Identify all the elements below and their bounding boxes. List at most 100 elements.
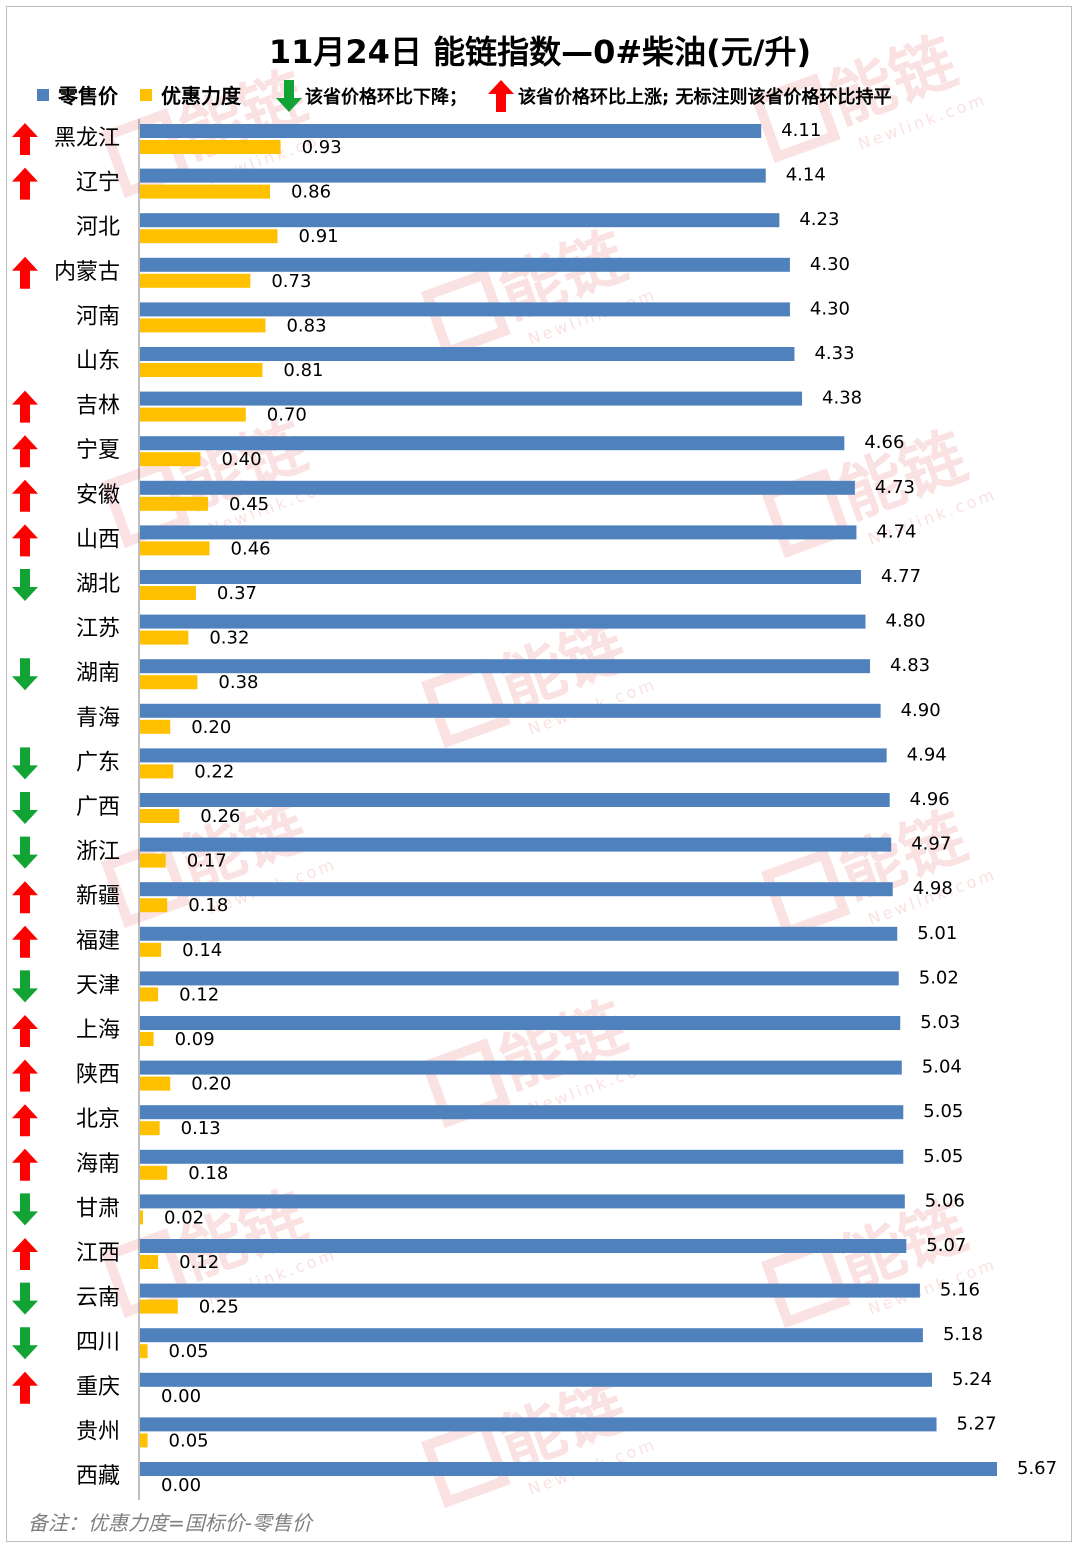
data-label-discount: 0.83 [286, 315, 326, 336]
arrow-down-icon [276, 80, 302, 112]
bar-retail [140, 1283, 920, 1298]
data-label-discount: 0.37 [217, 583, 257, 604]
data-label-retail: 4.74 [876, 521, 916, 542]
bar-discount [140, 541, 210, 556]
arrow-up-icon [12, 435, 38, 468]
category-label: 广东 [76, 750, 120, 775]
bar-retail [140, 748, 887, 763]
category-label: 北京 [76, 1107, 120, 1132]
legend-label-up: 该省价格环比上涨; 无标注则该省价格环比持平 [518, 86, 891, 108]
category-label: 西藏 [76, 1464, 120, 1489]
data-label-discount: 0.12 [179, 984, 219, 1005]
legend: 零售价 优惠力度 该省价格环比下降； 该省价格环比上涨; 无标注则该省价格环比持… [37, 80, 891, 112]
arrow-down-icon [12, 747, 38, 780]
bar-discount [140, 586, 196, 600]
category-label: 湖北 [76, 572, 120, 597]
data-label-discount: 0.93 [302, 137, 342, 158]
data-label-discount: 0.73 [271, 271, 311, 292]
arrow-up-icon [12, 524, 38, 557]
legend-swatch-retail [37, 89, 49, 101]
category-label: 吉林 [76, 394, 120, 419]
bar-discount [140, 1299, 178, 1314]
bar-discount [140, 273, 251, 288]
data-label-retail: 4.33 [814, 343, 854, 364]
data-label-discount: 0.05 [169, 1341, 209, 1362]
bar-discount [140, 809, 180, 823]
data-label-discount: 0.12 [179, 1252, 219, 1273]
category-label: 海南 [76, 1152, 120, 1177]
data-label-retail: 4.94 [907, 744, 947, 765]
category-label: 浙江 [76, 840, 120, 865]
data-label-retail: 5.67 [1017, 1458, 1057, 1479]
data-label-discount: 0.09 [175, 1029, 215, 1050]
data-label-retail: 5.07 [926, 1235, 966, 1256]
category-label: 天津 [76, 973, 120, 998]
data-label-discount: 0.17 [187, 851, 227, 872]
category-label: 山西 [76, 527, 120, 552]
category-label: 河北 [76, 215, 120, 240]
arrow-up-icon [12, 1015, 38, 1047]
arrow-up-icon [12, 390, 38, 423]
legend-label-discount: 优惠力度 [161, 84, 242, 108]
bar-retail [140, 1328, 923, 1343]
bar-discount [140, 1165, 168, 1180]
bar-retail [140, 1417, 937, 1432]
arrow-up-icon [12, 256, 38, 289]
data-label-discount: 0.91 [299, 226, 339, 247]
data-label-discount: 0.18 [188, 1163, 228, 1184]
data-label-discount: 0.20 [191, 717, 231, 738]
category-label: 江苏 [76, 617, 120, 642]
bar-retail [140, 124, 762, 138]
data-label-discount: 0.18 [188, 895, 228, 916]
bar-discount [140, 363, 263, 377]
data-label-retail: 4.90 [901, 700, 941, 721]
data-label-discount: 0.40 [221, 449, 261, 470]
data-label-discount: 0.32 [209, 628, 249, 649]
data-label-retail: 4.11 [781, 120, 821, 141]
bar-retail [140, 1016, 901, 1030]
category-label: 河南 [76, 304, 120, 329]
data-label-discount: 0.20 [191, 1074, 231, 1095]
bar-retail [140, 837, 892, 852]
arrow-down-icon [12, 1327, 38, 1360]
bar-retail [140, 1462, 997, 1476]
data-label-discount: 0.22 [194, 761, 234, 782]
category-label: 辽宁 [76, 171, 120, 196]
bar-discount [140, 184, 270, 199]
category-label: 贵州 [76, 1419, 120, 1444]
bar-discount [140, 1121, 160, 1136]
footnote: 备注：优惠力度=国标价-零售价 [28, 1511, 314, 1535]
data-label-retail: 5.03 [920, 1012, 960, 1033]
bar-retail [140, 971, 899, 986]
category-label: 四川 [76, 1330, 120, 1355]
arrow-up-icon [12, 925, 38, 958]
category-label: 青海 [76, 706, 120, 731]
bar-retail [140, 391, 803, 406]
arrow-down-icon [12, 1193, 38, 1226]
bar-discount [140, 1344, 148, 1359]
data-label-retail: 4.77 [881, 566, 921, 587]
data-label-discount: 0.45 [229, 494, 269, 515]
bar-retail [140, 570, 861, 584]
category-label: 云南 [76, 1286, 120, 1311]
legend-swatch-discount [140, 89, 152, 101]
arrow-up-icon [488, 80, 514, 112]
data-label-discount: 0.05 [169, 1430, 209, 1451]
data-label-discount: 0.00 [161, 1475, 201, 1496]
data-label-retail: 4.83 [890, 655, 930, 676]
bar-retail [140, 1372, 933, 1387]
data-label-discount: 0.26 [200, 806, 240, 827]
bar-retail [140, 436, 845, 451]
bar-discount [140, 229, 278, 244]
bar-retail [140, 1060, 902, 1075]
data-label-discount: 0.02 [164, 1207, 204, 1228]
bar-discount [140, 853, 166, 868]
bar-retail [140, 1194, 905, 1209]
arrow-up-icon [12, 479, 38, 512]
bar-retail [140, 1239, 907, 1253]
data-label-discount: 0.25 [199, 1297, 239, 1318]
data-label-retail: 5.04 [922, 1057, 962, 1078]
arrow-up-icon [12, 1148, 38, 1181]
bar-discount [140, 1255, 159, 1269]
data-label-discount: 0.38 [218, 672, 258, 693]
